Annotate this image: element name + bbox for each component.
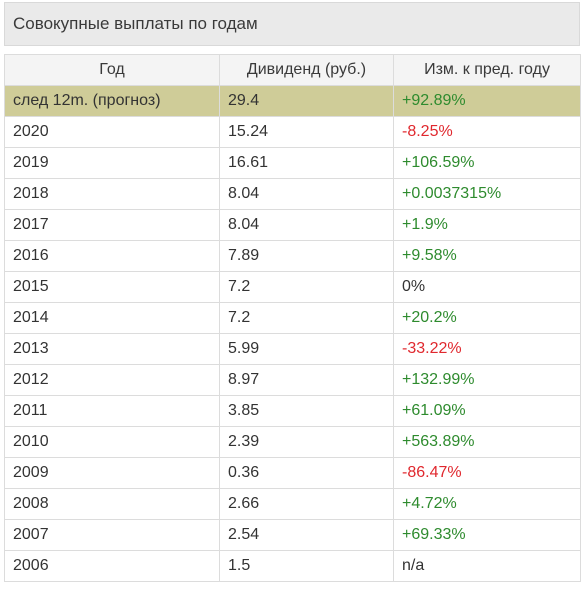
cell-dividend: 1.5	[219, 550, 394, 582]
cell-dividend: 8.97	[219, 364, 394, 396]
table-body: след 12m. (прогноз) 29.4 +92.89% 2020 15.24-…	[4, 85, 581, 582]
cell-year: 2006	[4, 550, 220, 582]
cell-year: 2008	[4, 488, 220, 520]
cell-year: 2014	[4, 302, 220, 334]
panel-title: Совокупные выплаты по годам	[4, 2, 580, 46]
cell-dividend: 2.54	[219, 519, 394, 551]
cell-change: +132.99%	[393, 364, 581, 396]
cell-change: -86.47%	[393, 457, 581, 489]
cell-dividend: 7.89	[219, 240, 394, 272]
cell-year: 2009	[4, 457, 220, 489]
table-row: 2018 8.04 +0.0037315%	[4, 178, 581, 210]
header-dividend: Дивиденд (руб.)	[219, 54, 394, 86]
cell-dividend: 29.4	[219, 85, 394, 117]
cell-year: 2016	[4, 240, 220, 272]
table-row: 2009 0.36 -86.47%	[4, 457, 581, 489]
cell-change: +61.09%	[393, 395, 581, 427]
cell-year: след 12m. (прогноз)	[4, 85, 220, 117]
table-row: 2020 15.24 -8.25%	[4, 116, 581, 148]
table-row: 2014 7.2 +20.2%	[4, 302, 581, 334]
table-row: 2011 3.85 +61.09%	[4, 395, 581, 427]
cell-dividend: 2.66	[219, 488, 394, 520]
table-row: 2007 2.54 +69.33%	[4, 519, 581, 551]
cell-change: +4.72%	[393, 488, 581, 520]
table-row: 2010 2.39 +563.89%	[4, 426, 581, 458]
table-row: 2017 8.04 +1.9%	[4, 209, 581, 241]
cell-year: 2007	[4, 519, 220, 551]
cell-change: +1.9%	[393, 209, 581, 241]
forecast-row: след 12m. (прогноз) 29.4 +92.89%	[4, 85, 581, 117]
table-row: 2012 8.97 +132.99%	[4, 364, 581, 396]
cell-year: 2012	[4, 364, 220, 396]
cell-change: +106.59%	[393, 147, 581, 179]
header-change: Изм. к пред. году	[393, 54, 581, 86]
cell-dividend: 16.61	[219, 147, 394, 179]
cell-dividend: 7.2	[219, 271, 394, 303]
cell-change: +0.0037315%	[393, 178, 581, 210]
cell-change: +20.2%	[393, 302, 581, 334]
table-row: 2008 2.66 +4.72%	[4, 488, 581, 520]
cell-year: 2010	[4, 426, 220, 458]
table-row: 2019 16.61 +106.59%	[4, 147, 581, 179]
cell-change: +92.89%	[393, 85, 581, 117]
cell-year: 2019	[4, 147, 220, 179]
dividend-table: Год Дивиденд (руб.) Изм. к пред. году сл…	[4, 54, 581, 582]
cell-change: -33.22%	[393, 333, 581, 365]
table-row: 2016 7.89 +9.58%	[4, 240, 581, 272]
cell-dividend: 2.39	[219, 426, 394, 458]
table-row: 2006 1.5 n/a	[4, 550, 581, 582]
cell-dividend: 5.99	[219, 333, 394, 365]
header-year: Год	[4, 54, 220, 86]
table-row: 2013 5.99 -33.22%	[4, 333, 581, 365]
cell-change: +69.33%	[393, 519, 581, 551]
cell-dividend: 0.36	[219, 457, 394, 489]
cell-dividend: 8.04	[219, 178, 394, 210]
header-row: Год Дивиденд (руб.) Изм. к пред. году	[4, 54, 581, 86]
cell-dividend: 3.85	[219, 395, 394, 427]
cell-dividend: 7.2	[219, 302, 394, 334]
table-header: Год Дивиденд (руб.) Изм. к пред. году	[4, 54, 581, 86]
cell-dividend: 8.04	[219, 209, 394, 241]
cell-year: 2015	[4, 271, 220, 303]
cell-change: +9.58%	[393, 240, 581, 272]
cell-year: 2020	[4, 116, 220, 148]
table-row: 2015 7.2 0%	[4, 271, 581, 303]
cell-change: 0%	[393, 271, 581, 303]
cell-dividend: 15.24	[219, 116, 394, 148]
cell-change: +563.89%	[393, 426, 581, 458]
cell-year: 2013	[4, 333, 220, 365]
cell-year: 2017	[4, 209, 220, 241]
cell-year: 2018	[4, 178, 220, 210]
cell-change: n/a	[393, 550, 581, 582]
cell-year: 2011	[4, 395, 220, 427]
cell-change: -8.25%	[393, 116, 581, 148]
dividend-history-panel: Совокупные выплаты по годам Год Дивиденд…	[4, 2, 581, 582]
